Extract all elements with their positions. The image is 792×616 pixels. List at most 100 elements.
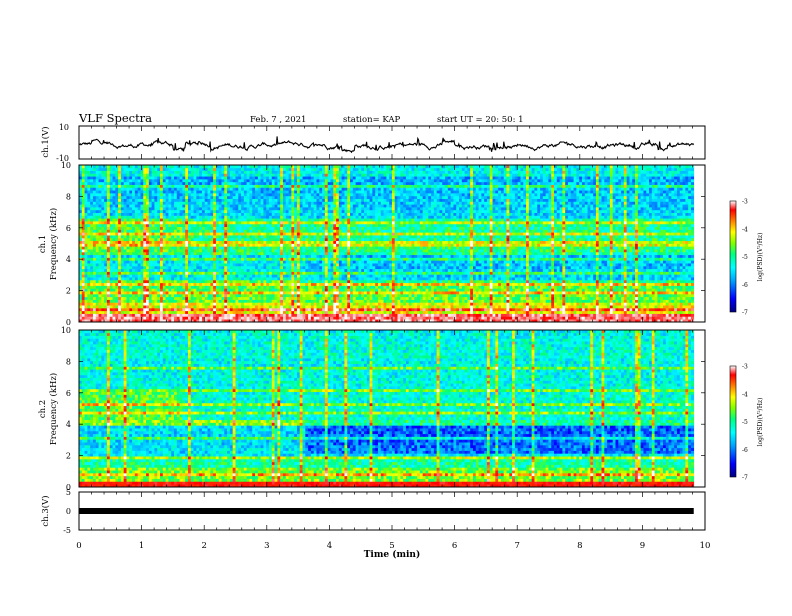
spectrogram-cell [233,176,236,179]
spectrogram-cell [135,266,138,269]
spectrogram-cell [132,305,135,308]
spectrogram-cell [241,213,244,216]
spectrogram-cell [177,314,180,317]
spectrogram-cell [194,218,197,221]
spectrogram-cell [166,252,169,255]
spectrogram-cell [219,241,222,244]
spectrogram-cell [146,288,149,291]
spectrogram-cell [171,297,174,300]
spectrogram-cell [143,171,146,174]
spectrogram-cell [107,286,110,289]
spectrogram-cell [99,252,102,255]
spectrogram-cell [222,260,225,263]
spectrogram-cell [85,168,88,171]
spectrogram-cell [196,274,199,277]
spectrogram-cell [230,277,233,280]
spectrogram-cell [199,235,202,238]
spectrogram-cell [110,213,113,216]
spectrogram-cell [202,241,205,244]
spectrogram-cell [107,199,110,202]
spectrogram-cell [124,263,127,266]
spectrogram-cell [85,182,88,185]
spectrogram-cell [99,204,102,207]
spectrogram-cell [199,227,202,230]
spectrogram-cell [219,171,222,174]
spectrogram-cell [194,258,197,261]
spectrogram-cell [202,294,205,297]
spectrogram-cell [101,314,104,317]
spectrogram-cell [146,277,149,280]
spectrogram-cell [219,260,222,263]
spectrogram-cell [152,269,155,272]
spectrogram-cell [180,238,183,241]
spectrogram-cell [224,201,227,204]
spectrogram-cell [252,302,255,305]
spectrogram-cell [143,258,146,261]
spectrogram-cell [177,187,180,190]
spectrogram-cell [235,176,238,179]
spectrogram-cell [258,249,261,252]
spectrogram-cell [255,168,258,171]
spectrogram-cell [152,244,155,247]
spectrogram-cell [163,241,166,244]
spectrogram-cell [85,274,88,277]
spectrogram-cell [205,291,208,294]
spectrogram-cell [143,224,146,227]
spectrogram-cell [124,269,127,272]
spectrogram-cell [93,314,96,317]
spectrogram-cell [157,272,160,275]
spectrogram-cell [208,314,211,317]
spectrogram-cell [255,193,258,196]
spectrogram-cell [202,311,205,314]
spectrogram-cell [146,300,149,303]
spectrogram-cell [241,277,244,280]
spectrogram-cell [177,297,180,300]
spectrogram-cell [143,297,146,300]
spectrogram-cell [93,229,96,232]
spectrogram-cell [113,207,116,210]
spectrogram-cell [166,168,169,171]
spectrogram-cell [140,190,143,193]
spectrogram-cell [241,308,244,311]
spectrogram-cell [124,260,127,263]
spectrogram-cell [252,168,255,171]
spectrogram-cell [241,210,244,213]
spectrogram-cell [101,173,104,176]
spectrogram-cell [227,210,230,213]
spectrogram-cell [185,193,188,196]
spectrogram-cell [82,280,85,283]
spectrogram-cell [182,210,185,213]
spectrogram-cell [163,272,166,275]
spectrogram-cell [247,258,250,261]
spectrogram-cell [210,232,213,235]
spectrogram-cell [115,215,118,218]
spectrogram-cell [135,210,138,213]
spectrogram-cell [196,168,199,171]
spectrogram-cell [143,311,146,314]
spectrogram-cell [194,179,197,182]
spectrogram-cell [160,176,163,179]
spectrogram-cell [157,168,160,171]
spectrogram-cell [222,286,225,289]
spectrogram-cell [135,311,138,314]
spectrogram-cell [104,190,107,193]
spectrogram-cell [129,288,132,291]
spectrogram-cell [252,286,255,289]
spectrogram-cell [205,263,208,266]
spectrogram-cell [135,260,138,263]
spectrogram-cell [113,187,116,190]
spectrogram-cell [127,286,130,289]
spectrogram-cell [188,252,191,255]
spectrogram-cell [93,213,96,216]
spectrogram-cell [238,269,241,272]
spectrogram-cell [224,171,227,174]
spectrogram-cell [241,294,244,297]
spectrogram-cell [196,288,199,291]
spectrogram-cell [110,210,113,213]
spectrogram-cell [222,297,225,300]
spectrogram-cell [238,235,241,238]
spectrogram-cell [233,300,236,303]
spectrogram-cell [160,168,163,171]
spectrogram-cell [227,308,230,311]
spectrogram-cell [121,190,124,193]
